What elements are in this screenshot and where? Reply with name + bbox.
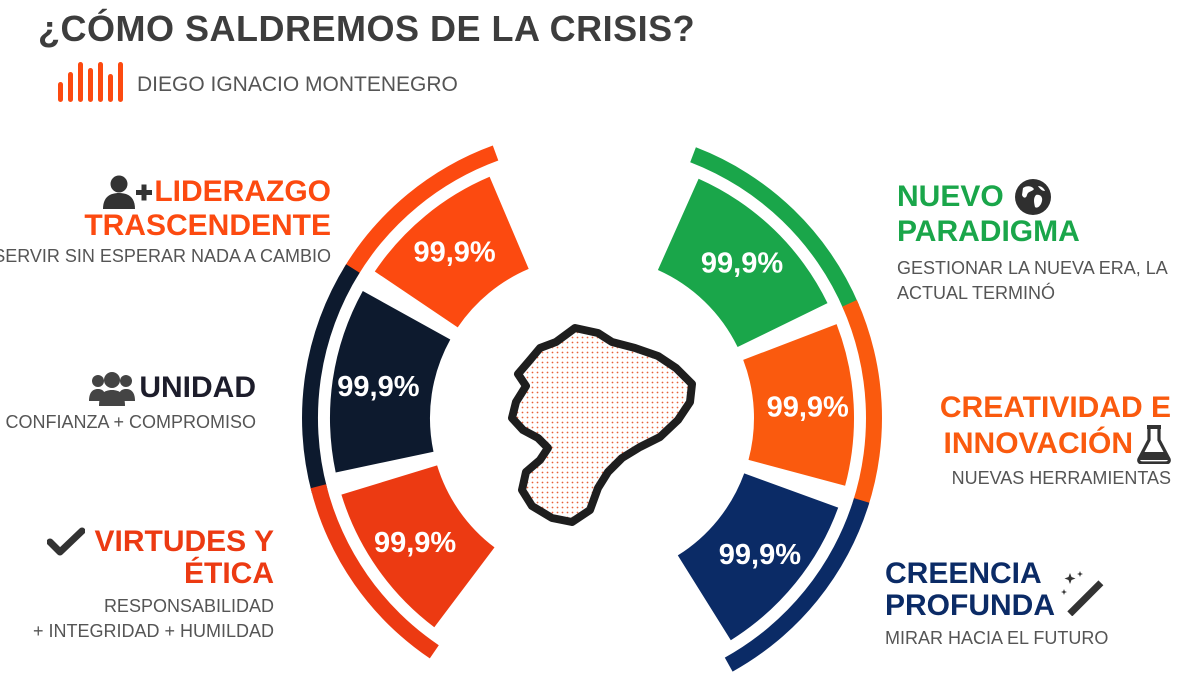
check-icon bbox=[46, 527, 85, 556]
liderazgo-subtitle: SERVIR SIN ESPERAR NADA A CAMBIO bbox=[0, 246, 331, 266]
creatividad-block: CREATIVIDAD E INNOVACIÓN NUEVAS HERRAMIE… bbox=[940, 392, 1171, 491]
unidad-block: UNIDAD CONFIANZA + COMPROMISO bbox=[5, 370, 256, 435]
audio-bars-logo-icon bbox=[58, 62, 123, 102]
creencia-segment bbox=[677, 473, 839, 641]
paradigma-block: NUEVO PARADIGMA GESTIONAR LA NUEVA ERA, … bbox=[897, 178, 1168, 306]
creatividad-title-line1: CREATIVIDAD E bbox=[939, 391, 1171, 424]
creencia-title-line1: CREENCIA bbox=[885, 557, 1042, 590]
creencia-outer-arc bbox=[724, 498, 870, 672]
page-title: ¿CÓMO SALDREMOS DE LA CRISIS? bbox=[38, 8, 696, 49]
paradigma-subtitle-line2: ACTUAL TERMINÓ bbox=[897, 283, 1056, 303]
magic-wand-icon bbox=[1061, 571, 1104, 616]
creencia-value: 99,9% bbox=[719, 539, 801, 571]
ecuador-map-icon bbox=[508, 324, 696, 526]
paradigma-segment bbox=[657, 178, 828, 347]
paradigma-subtitle-line1: GESTIONAR LA NUEVA ERA, LA bbox=[897, 258, 1168, 278]
globe-icon bbox=[1014, 179, 1051, 215]
creatividad-title-line2: INNOVACIÓN bbox=[943, 427, 1133, 460]
virtudes-value: 99,9% bbox=[374, 527, 456, 559]
liderazgo-title-line2: TRASCENDENTE bbox=[84, 209, 331, 242]
unidad-title: UNIDAD bbox=[139, 371, 256, 404]
paradigma-outer-arc bbox=[690, 147, 859, 311]
creencia-block: CREENCIA PROFUNDA MIRAR HACIA EL FUTURO bbox=[885, 558, 1108, 651]
unidad-value: 99,9% bbox=[337, 371, 419, 403]
virtudes-title-line2: ÉTICA bbox=[184, 557, 274, 590]
unidad-segment bbox=[329, 291, 451, 473]
flask-icon bbox=[1137, 425, 1171, 464]
paradigma-value: 99,9% bbox=[701, 248, 783, 280]
user-plus-icon bbox=[103, 175, 153, 209]
virtudes-subtitle-line1: RESPONSABILIDAD bbox=[103, 596, 274, 616]
creatividad-segment bbox=[743, 324, 855, 486]
virtudes-title-line1: VIRTUDES Y bbox=[94, 525, 275, 558]
paradigma-title-line1: NUEVO bbox=[897, 180, 1004, 213]
creatividad-outer-arc bbox=[842, 300, 882, 508]
unidad-subtitle: CONFIANZA + COMPROMISO bbox=[5, 412, 256, 432]
virtudes-subtitle-line2: + INTEGRIDAD + HUMILDAD bbox=[32, 621, 274, 641]
liderazgo-block: LIDERAZGO TRASCENDENTE SERVIR SIN ESPERA… bbox=[0, 174, 331, 269]
liderazgo-outer-arc bbox=[343, 145, 499, 277]
group-icon bbox=[89, 372, 136, 406]
liderazgo-segment bbox=[374, 176, 529, 328]
creatividad-subtitle: NUEVAS HERRAMIENTAS bbox=[951, 468, 1171, 488]
liderazgo-value: 99,9% bbox=[413, 236, 495, 268]
liderazgo-title-line1: LIDERAZGO bbox=[154, 175, 331, 208]
virtudes-block: VIRTUDES Y ÉTICA RESPONSABILIDAD + INTEG… bbox=[33, 526, 274, 644]
paradigma-title-line2: PARADIGMA bbox=[897, 215, 1080, 248]
creatividad-value: 99,9% bbox=[767, 392, 849, 424]
virtudes-segment bbox=[341, 465, 495, 628]
virtudes-outer-arc bbox=[310, 484, 439, 659]
creencia-title-line2: PROFUNDA bbox=[885, 589, 1055, 622]
creencia-subtitle: MIRAR HACIA EL FUTURO bbox=[885, 628, 1109, 648]
author-name: DIEGO IGNACIO MONTENEGRO bbox=[137, 73, 458, 96]
unidad-outer-arc bbox=[302, 264, 360, 494]
